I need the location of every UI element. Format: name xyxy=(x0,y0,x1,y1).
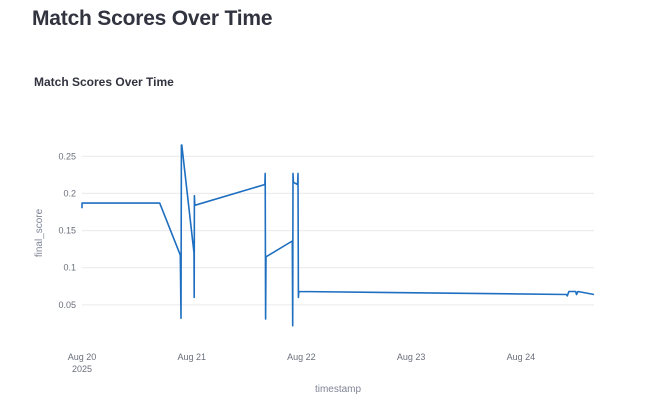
y-tick-label: 0.05 xyxy=(58,300,76,310)
y-tick-label: 0.25 xyxy=(58,151,76,161)
x-axis-ticks: Aug 20 2025 Aug 21 Aug 22 Aug 23 Aug 24 xyxy=(68,352,535,374)
y-tick-label: 0.2 xyxy=(63,188,76,198)
y-axis-label: final_score xyxy=(34,208,45,257)
x-tick-label: Aug 22 xyxy=(287,352,316,362)
chart-title: Match Scores Over Time xyxy=(34,75,174,89)
score-series-line[interactable] xyxy=(81,144,595,327)
x-tick-year-label: 2025 xyxy=(72,364,92,374)
y-axis-ticks: 0.05 0.1 0.15 0.2 0.25 xyxy=(58,151,76,310)
x-tick-label: Aug 20 xyxy=(68,352,97,362)
chart-container: Match Scores Over Time 0.05 0.1 0.15 0.2 0.2… xyxy=(0,60,658,412)
y-tick-label: 0.1 xyxy=(63,263,76,273)
x-tick-label: Aug 21 xyxy=(177,352,206,362)
y-tick-label: 0.15 xyxy=(58,226,76,236)
x-tick-label: Aug 23 xyxy=(397,352,426,362)
x-axis-label: timestamp xyxy=(315,384,362,395)
series-layer xyxy=(81,144,595,327)
grid-lines xyxy=(82,155,594,306)
page-title: Match Scores Over Time xyxy=(32,7,273,30)
x-tick-label: Aug 24 xyxy=(507,352,536,362)
